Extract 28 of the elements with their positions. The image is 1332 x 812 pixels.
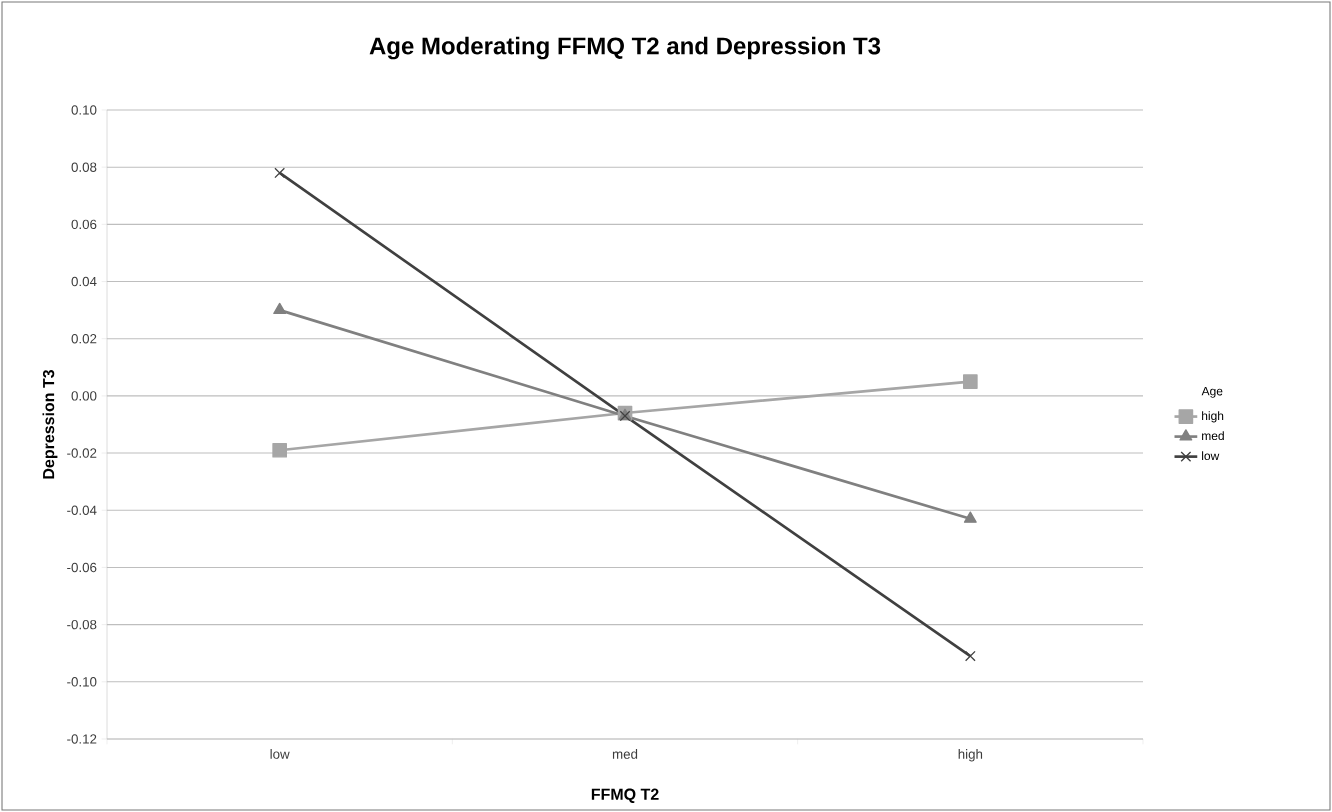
y-tick-label: -0.08 xyxy=(67,619,97,630)
y-tick-label: -0.04 xyxy=(67,505,97,515)
y-tick-label: 0.02 xyxy=(71,334,97,344)
y-axis-title: Depression T3 xyxy=(42,369,58,479)
point xyxy=(272,442,288,458)
x-tick-label: high xyxy=(958,749,983,762)
legend-label: low xyxy=(1202,451,1220,461)
x-tick-label: med xyxy=(612,749,638,759)
chart-title: Age Moderating FFMQ T2 and Depression T3 xyxy=(369,36,881,60)
point xyxy=(963,374,978,389)
x-tick-label: low xyxy=(270,749,290,759)
y-tick-label: 0.00 xyxy=(71,391,97,401)
point xyxy=(273,302,287,315)
y-tick-label: -0.02 xyxy=(67,448,97,458)
legend-label: med xyxy=(1202,431,1224,441)
x-axis-title: FFMQ T2 xyxy=(591,788,659,803)
legend-title: Age xyxy=(1201,387,1223,398)
point xyxy=(274,167,286,179)
point xyxy=(963,511,977,523)
y-tick-label: -0.10 xyxy=(67,677,97,687)
y-tick-label: 0.08 xyxy=(71,162,97,172)
point xyxy=(964,650,976,662)
y-tick-label: 0.04 xyxy=(71,276,97,287)
y-tick-label: 0.06 xyxy=(71,219,97,230)
y-tick-label: -0.06 xyxy=(67,562,97,573)
legend-label: high xyxy=(1202,411,1224,423)
y-tick-label: 0.10 xyxy=(71,105,97,115)
y-tick-label: -0.12 xyxy=(67,734,97,744)
